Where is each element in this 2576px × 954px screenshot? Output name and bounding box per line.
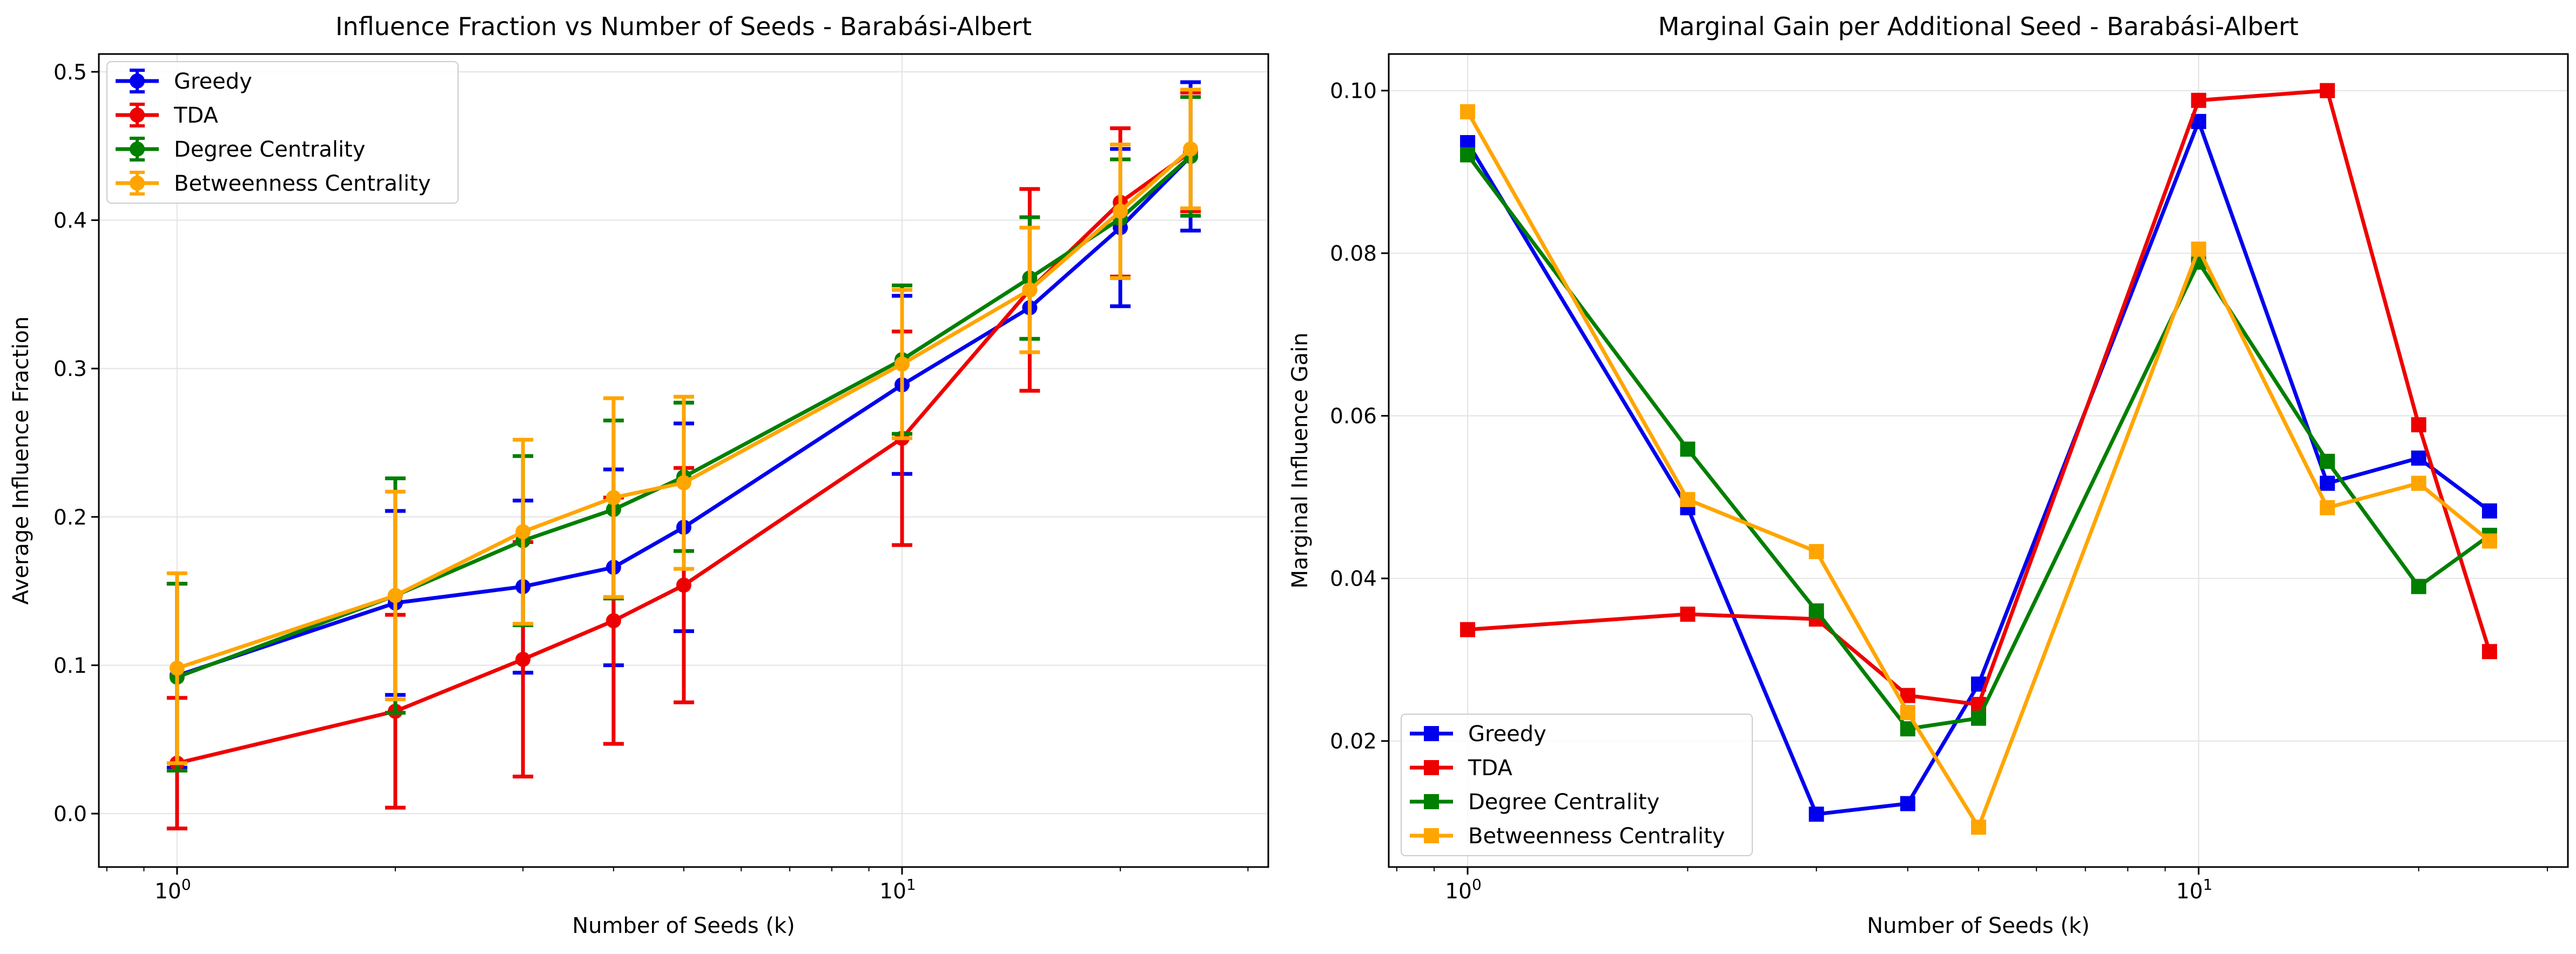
x-axis-label: Number of Seeds (k) [1867, 913, 2090, 938]
legend-item-greedy: Greedy [116, 69, 252, 94]
legend-label: Degree Centrality [174, 137, 365, 162]
legend-swatch-marker [130, 176, 145, 191]
data-point [2191, 92, 2207, 108]
data-point [2191, 241, 2207, 257]
y-tick-label: 0.4 [53, 209, 87, 233]
y-tick-label: 0.3 [53, 357, 87, 381]
series-layer [1460, 83, 2497, 835]
y-axis-label: Average Influence Fraction [9, 317, 33, 605]
legend-label: TDA [173, 103, 219, 128]
x-axis-label: Number of Seeds (k) [572, 913, 795, 938]
x-tick-exponent: 1 [2203, 876, 2212, 893]
data-point [2481, 644, 2497, 660]
legend-label: Greedy [174, 69, 252, 94]
legend-item-degree-centrality: Degree Centrality [116, 137, 365, 162]
legend-swatch-marker [1424, 726, 1439, 741]
data-point [1900, 796, 1915, 811]
data-point [1808, 544, 1824, 560]
legend-label: TDA [1468, 756, 1513, 781]
y-tick-label: 0.04 [1330, 567, 1377, 592]
data-point [387, 588, 403, 603]
legend-swatch-marker [130, 108, 145, 123]
data-point [169, 660, 185, 676]
legend-label: Betweenness Centrality [174, 171, 431, 196]
data-point [1680, 606, 1696, 622]
series-betweenness-centrality [166, 88, 1201, 765]
legend-label: Betweenness Centrality [1468, 824, 1725, 849]
data-point [2411, 450, 2426, 466]
legend-item-degree-centrality: Degree Centrality [1410, 790, 1659, 815]
data-point [515, 651, 531, 667]
data-point [1970, 710, 1986, 726]
y-tick-label: 0.1 [53, 654, 87, 678]
y-tick-label: 0.08 [1330, 242, 1377, 266]
legend-item-tda: TDA [1410, 756, 1513, 781]
data-point [676, 475, 691, 491]
legend-swatch-marker [130, 73, 145, 89]
legend-item-betweenness-centrality: Betweenness Centrality [1410, 824, 1725, 849]
legend-label: Degree Centrality [1468, 790, 1659, 815]
data-point [1680, 441, 1696, 457]
legend-item-tda: TDA [116, 103, 219, 128]
chart-title: Influence Fraction vs Number of Seeds - … [335, 12, 1032, 41]
data-point [515, 524, 531, 540]
data-point [2411, 579, 2426, 594]
data-point [2481, 503, 2497, 519]
data-point [2411, 475, 2426, 491]
data-point [606, 490, 621, 506]
x-tick-exponent: 0 [181, 876, 191, 893]
series-betweenness-centrality [1460, 104, 2497, 835]
y-tick-label: 0.5 [53, 61, 87, 85]
data-point [1970, 819, 1986, 835]
data-point [1680, 492, 1696, 507]
series-degree-centrality [1460, 147, 2497, 737]
data-point [1900, 705, 1915, 721]
legend-swatch-marker [1424, 760, 1439, 775]
data-point [2481, 533, 2497, 549]
data-point [1113, 204, 1128, 219]
legend-swatch-marker [1424, 828, 1439, 843]
series-layer [166, 80, 1201, 831]
y-tick-label: 0.0 [53, 802, 87, 827]
x-tick-exponent: 1 [906, 876, 916, 893]
y-tick-label: 0.06 [1330, 405, 1377, 429]
y-axis-label: Marginal Influence Gain [1288, 333, 1313, 589]
y-tick-label: 0.10 [1330, 79, 1377, 104]
legend-label: Greedy [1468, 722, 1546, 747]
data-point [2319, 454, 2335, 469]
legend-swatch-marker [130, 142, 145, 157]
data-point [2319, 83, 2335, 98]
data-point [606, 613, 621, 629]
data-point [1183, 141, 1199, 157]
legend-item-betweenness-centrality: Betweenness Centrality [116, 171, 431, 196]
legend-box [106, 61, 459, 204]
legend-swatch-marker [1424, 794, 1439, 809]
data-point [1808, 603, 1824, 619]
chart-title: Marginal Gain per Additional Seed - Bara… [1658, 12, 2299, 41]
data-point [2319, 475, 2335, 491]
data-point [2319, 500, 2335, 515]
data-point [1022, 282, 1038, 298]
legend: Greedy TDA Degree Centrality Betweenness Ce… [106, 61, 459, 204]
data-point [676, 577, 691, 593]
data-point [2411, 417, 2426, 433]
y-tick-label: 0.2 [53, 506, 87, 530]
data-point [1460, 147, 1476, 163]
legend-item-greedy: Greedy [1410, 722, 1546, 747]
data-point [1460, 622, 1476, 637]
data-point [1460, 104, 1476, 119]
legend: Greedy TDA Degree Centrality Betweenness Ce… [1401, 714, 1753, 856]
data-point [1808, 807, 1824, 822]
data-point [894, 356, 910, 372]
y-tick-label: 0.02 [1330, 730, 1377, 754]
legend-box [1401, 714, 1753, 856]
x-tick-exponent: 0 [1472, 876, 1482, 893]
